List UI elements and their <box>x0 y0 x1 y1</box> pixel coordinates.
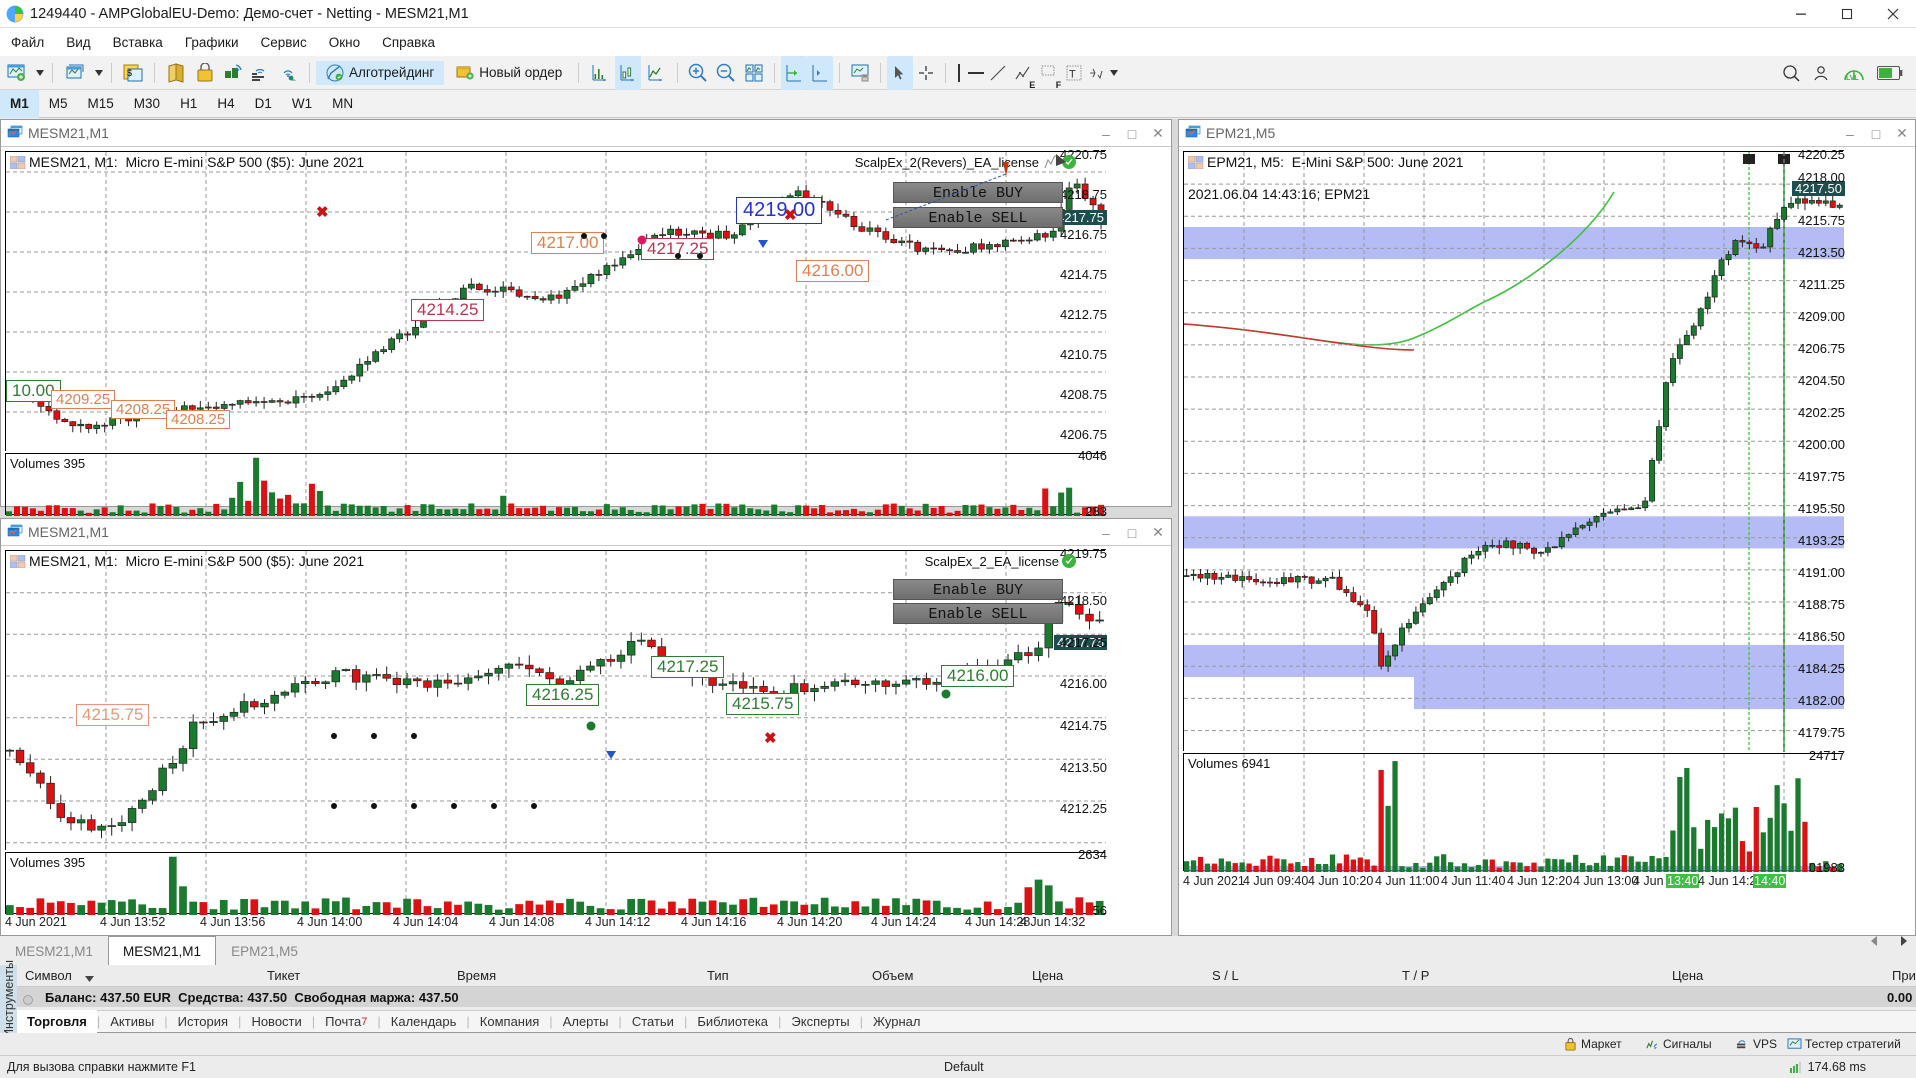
svg-text:$: $ <box>127 68 132 78</box>
svg-text:LVL: LVL <box>1846 75 1859 82</box>
svg-text:T: T <box>1069 68 1076 80</box>
